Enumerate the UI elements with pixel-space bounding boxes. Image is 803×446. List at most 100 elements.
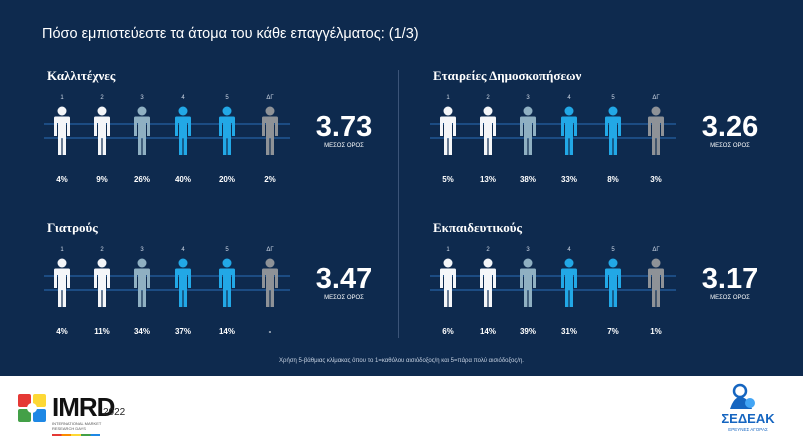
scale-label: 3 xyxy=(526,95,530,101)
scale-label: 5 xyxy=(225,247,229,253)
mean-label: ΜΕΣΟΣ ΟΡΟΣ xyxy=(324,295,364,301)
scale-label: 2 xyxy=(100,95,104,101)
person-icon xyxy=(94,258,110,307)
scale-label: 5 xyxy=(611,95,615,101)
scale-label: ΔΓ xyxy=(652,247,660,253)
scale-label: 1 xyxy=(446,247,450,253)
panel-doctors: Γιατρούς 1 4% 2 11% 3 34% 4 37% 5 14% ΔΓ - 3.47 ΜΕΣ… xyxy=(42,220,392,350)
imrd-color-stripe xyxy=(52,434,100,436)
person-icon xyxy=(134,106,150,155)
figures-chart: 1 4% 2 9% 3 26% 4 40% 5 20% ΔΓ 2% xyxy=(44,95,290,184)
person-icon xyxy=(175,258,191,307)
person-icon xyxy=(520,258,536,307)
person-icon xyxy=(480,106,496,155)
percent-label: 1% xyxy=(650,327,662,336)
percent-label: 2% xyxy=(264,175,276,184)
scale-label: 5 xyxy=(225,95,229,101)
scale-label: 4 xyxy=(181,95,185,101)
percent-label: 11% xyxy=(94,327,110,336)
person-icon xyxy=(520,106,536,155)
person-icon xyxy=(219,258,235,307)
mean-value: 3.26 xyxy=(701,111,759,143)
panel-polling-companies: Εταιρείες Δημοσκοπήσεων 1 5% 2 13% 3 38% 4 33% 5… xyxy=(428,68,778,198)
mean-value: 3.47 xyxy=(315,263,373,295)
scale-label: 5 xyxy=(611,247,615,253)
percent-label: 34% xyxy=(134,327,150,336)
sedeak-subtitle: ΕΡΕΥΝΕΣ ΑΓΟΡΑΣ xyxy=(728,427,768,432)
scale-note: Χρήση 5-βάθμιας κλίμακας όπου το 1=καθόλ… xyxy=(279,358,524,364)
panel-title: Εκπαιδευτικούς xyxy=(433,220,522,235)
panel-divider xyxy=(398,70,399,338)
percent-label: 4% xyxy=(56,327,68,336)
percent-label: 13% xyxy=(480,175,496,184)
percent-label: 8% xyxy=(607,175,619,184)
person-icon xyxy=(94,106,110,155)
scale-label: 1 xyxy=(60,95,64,101)
scale-label: 2 xyxy=(486,247,490,253)
person-icon xyxy=(54,258,70,307)
person-icon xyxy=(262,106,278,155)
sedeak-emblem-icon xyxy=(730,383,755,409)
person-icon xyxy=(605,106,621,155)
percent-label: 31% xyxy=(561,327,577,336)
panel-artists: Καλλιτέχνες 1 4% 2 9% 3 26% 4 40% 5 20% ΔΓ 2% 3.73 … xyxy=(42,68,392,198)
percent-label: 4% xyxy=(56,175,68,184)
scale-label: 4 xyxy=(181,247,185,253)
percent-label: 33% xyxy=(561,175,577,184)
scale-label: 4 xyxy=(567,95,571,101)
scale-label: 1 xyxy=(446,95,450,101)
percent-label: - xyxy=(269,327,272,336)
percent-label: 39% xyxy=(520,327,536,336)
scale-label: 3 xyxy=(526,247,530,253)
sedeak-logo: ΣΕΔΕΑΚ ΕΡΕΥΝΕΣ ΑΓΟΡΑΣ xyxy=(718,381,788,443)
person-icon xyxy=(648,106,664,155)
scale-label: ΔΓ xyxy=(266,247,274,253)
scale-label: 3 xyxy=(140,95,144,101)
percent-label: 5% xyxy=(442,175,454,184)
panel-title: Καλλιτέχνες xyxy=(47,68,116,83)
mean-label: ΜΕΣΟΣ ΟΡΟΣ xyxy=(710,295,750,301)
person-icon xyxy=(175,106,191,155)
person-icon xyxy=(262,258,278,307)
figures-chart: 1 6% 2 14% 3 39% 4 31% 5 7% ΔΓ 1% xyxy=(430,247,676,336)
percent-label: 6% xyxy=(442,327,454,336)
percent-label: 20% xyxy=(219,175,235,184)
person-icon xyxy=(440,258,456,307)
imrd-logo: IMRD 2022 INTERNATIONAL MARKET RESEARCH … xyxy=(18,392,138,440)
panel-title: Γιατρούς xyxy=(47,220,98,235)
percent-label: 7% xyxy=(607,327,619,336)
mean-value: 3.73 xyxy=(315,111,373,143)
person-icon xyxy=(561,106,577,155)
percent-label: 40% xyxy=(175,175,191,184)
scale-label: 3 xyxy=(140,247,144,253)
percent-label: 3% xyxy=(650,175,662,184)
imrd-emblem-icon xyxy=(18,394,46,422)
person-icon xyxy=(480,258,496,307)
scale-label: ΔΓ xyxy=(266,95,274,101)
scale-label: 4 xyxy=(567,247,571,253)
person-icon xyxy=(134,258,150,307)
person-icon xyxy=(219,106,235,155)
mean-value: 3.17 xyxy=(701,263,759,295)
percent-label: 37% xyxy=(175,327,191,336)
scale-label: 2 xyxy=(100,247,104,253)
percent-label: 38% xyxy=(520,175,536,184)
percent-label: 14% xyxy=(219,327,235,336)
page-title: Πόσο εμπιστεύεστε τα άτομα του κάθε επαγ… xyxy=(42,26,419,42)
person-icon xyxy=(648,258,664,307)
figures-chart: 1 5% 2 13% 3 38% 4 33% 5 8% ΔΓ 3% xyxy=(430,95,676,184)
sedeak-wordmark: ΣΕΔΕΑΚ xyxy=(721,411,775,426)
person-icon xyxy=(54,106,70,155)
panel-title: Εταιρείες Δημοσκοπήσεων xyxy=(433,68,582,83)
mean-label: ΜΕΣΟΣ ΟΡΟΣ xyxy=(710,143,750,149)
percent-label: 14% xyxy=(480,327,496,336)
percent-label: 26% xyxy=(134,175,150,184)
percent-label: 9% xyxy=(96,175,108,184)
scale-label: 2 xyxy=(486,95,490,101)
scale-label: 1 xyxy=(60,247,64,253)
scale-label: ΔΓ xyxy=(652,95,660,101)
slide: Πόσο εμπιστεύεστε τα άτομα του κάθε επαγ… xyxy=(0,0,803,376)
person-icon xyxy=(440,106,456,155)
imrd-subtitle: INTERNATIONAL MARKET RESEARCH DAYS xyxy=(52,421,102,431)
panel-teachers: Εκπαιδευτικούς 1 6% 2 14% 3 39% 4 31% 5 7% ΔΓ 1% 3.… xyxy=(428,220,778,350)
